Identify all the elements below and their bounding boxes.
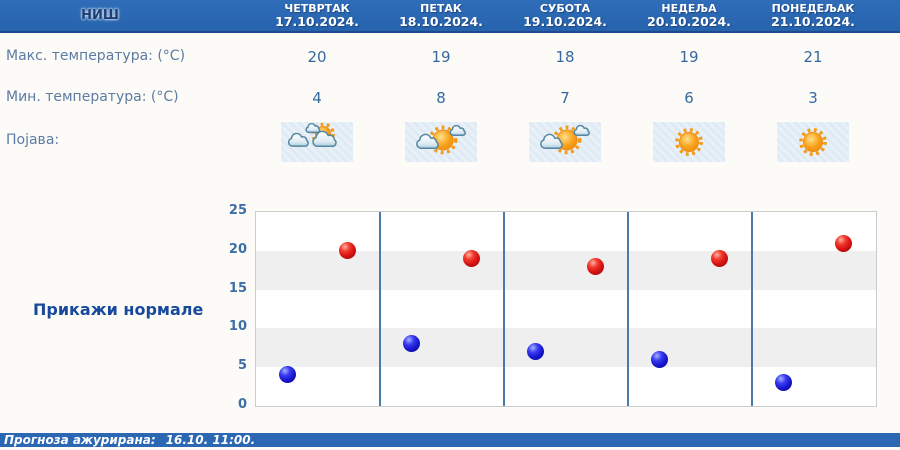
- y-axis-tick-label: 0: [237, 397, 247, 412]
- day-header: ПОНЕДЕЉАК 21.10.2024.: [743, 2, 883, 29]
- chart-dot-max-temp: [586, 257, 604, 275]
- day-name: ПЕТАК: [420, 2, 462, 15]
- temperature-chart: [255, 211, 877, 407]
- sun-behind-clouds-icon: [285, 123, 349, 161]
- chart-dot-min-temp: [526, 343, 544, 361]
- chart-shaded-band: [256, 250, 876, 290]
- day-header: СУБОТА 19.10.2024.: [495, 2, 635, 29]
- forecast-header-bar: НИШ ЧЕТВРТАК 17.10.2024. ПЕТАК 18.10.2024. С…: [0, 0, 900, 33]
- day-date: 18.10.2024.: [399, 14, 483, 29]
- day-header: ЧЕТВРТАК 17.10.2024.: [247, 2, 387, 29]
- y-axis-tick-label: 10: [228, 319, 247, 335]
- day-separator-line: [627, 212, 629, 406]
- min-temp-value: 7: [560, 89, 570, 107]
- day-separator-line: [503, 212, 505, 406]
- day-date: 20.10.2024.: [647, 14, 731, 29]
- weather-icon-tile: [529, 122, 601, 162]
- chart-dot-max-temp: [462, 250, 480, 268]
- max-temp-value: 19: [679, 48, 699, 66]
- min-temp-value: 4: [312, 89, 322, 107]
- day-separator-line: [751, 212, 753, 406]
- weather-icon-tile: [777, 122, 849, 162]
- max-temp-value: 21: [803, 48, 823, 66]
- sun-with-clouds-icon: [533, 123, 597, 155]
- y-axis-tick-label: 5: [237, 358, 247, 374]
- chart-dot-max-temp: [710, 250, 728, 268]
- chart-dot-min-temp: [650, 350, 668, 368]
- chart-dot-max-temp: [834, 234, 852, 252]
- day-header: ПЕТАК 18.10.2024.: [371, 2, 511, 29]
- max-temp-value: 19: [431, 48, 451, 66]
- y-axis-tick-label: 15: [228, 280, 247, 296]
- chart-dot-min-temp: [774, 374, 792, 392]
- phenomenon-label: Појава:: [6, 132, 60, 148]
- min-temp-label: Мин. температура: (°C): [6, 89, 179, 105]
- min-temp-value: 6: [684, 89, 694, 107]
- footer-status-bar: Прогноза ажурирана: 16.10. 11:00.: [0, 433, 900, 447]
- day-name: ПОНЕДЕЉАК: [771, 2, 855, 15]
- weather-icons-row: [0, 122, 900, 162]
- weather-icon-tile: [281, 122, 353, 162]
- day-date: 17.10.2024.: [275, 14, 359, 29]
- day-date: 21.10.2024.: [771, 14, 855, 29]
- day-separator-line: [379, 212, 381, 406]
- min-temp-value: 3: [808, 89, 818, 107]
- chart-shaded-band: [256, 328, 876, 368]
- max-temp-value: 20: [307, 48, 327, 66]
- weather-icon-tile: [653, 122, 725, 162]
- sun-with-clouds-icon: [409, 123, 473, 155]
- chart-y-axis-ticks: 0 5 10 15 20 25: [207, 203, 247, 412]
- y-axis-tick-label: 25: [228, 203, 247, 218]
- show-normals-link[interactable]: Прикажи нормале: [33, 300, 204, 319]
- max-temp-label: Макс. температура: (°C): [6, 48, 186, 64]
- day-name: ЧЕТВРТАК: [284, 2, 350, 15]
- chart-dot-max-temp: [338, 242, 356, 260]
- city-name: НИШ: [81, 8, 119, 23]
- y-axis-tick-label: 20: [228, 241, 247, 257]
- max-temp-value: 18: [555, 48, 575, 66]
- weather-icon-tile: [405, 122, 477, 162]
- sunny-icon: [675, 128, 703, 156]
- chart-dot-min-temp: [278, 366, 296, 384]
- forecast-updated-value: 16.10. 11:00.: [165, 433, 256, 447]
- sunny-icon: [799, 128, 827, 156]
- day-date: 19.10.2024.: [523, 14, 607, 29]
- forecast-updated-label: Прогноза ажурирана:: [4, 433, 156, 447]
- min-temp-value: 8: [436, 89, 446, 107]
- chart-dot-min-temp: [402, 335, 420, 353]
- day-header: НЕДЕЉА 20.10.2024.: [619, 2, 759, 29]
- day-name: НЕДЕЉА: [661, 2, 717, 15]
- day-name: СУБОТА: [539, 2, 591, 15]
